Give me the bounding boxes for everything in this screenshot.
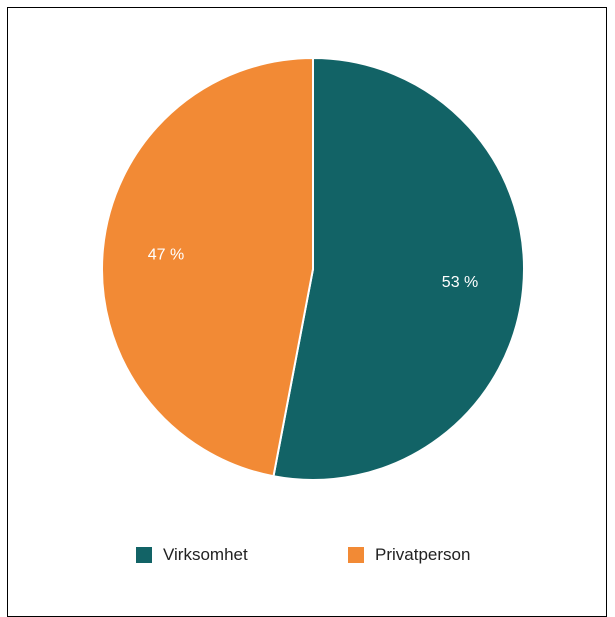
pie-slice-privatperson	[101, 56, 314, 478]
pie-slice-label-privatperson: 47 %	[148, 246, 184, 263]
legend-swatch-virksomhet	[136, 547, 152, 563]
legend-swatch-privatperson	[348, 547, 364, 563]
pie-slice-label-virksomhet: 53 %	[442, 274, 478, 291]
legend-label-privatperson: Privatperson	[375, 545, 471, 564]
legend-item-privatperson: Privatperson	[348, 543, 470, 567]
pie-slice-virksomhet	[272, 56, 525, 481]
legend-item-virksomhet: Virksomhet	[136, 543, 248, 567]
legend-label-virksomhet: Virksomhet	[163, 545, 248, 564]
legend: Virksomhet Privatperson	[0, 543, 615, 567]
